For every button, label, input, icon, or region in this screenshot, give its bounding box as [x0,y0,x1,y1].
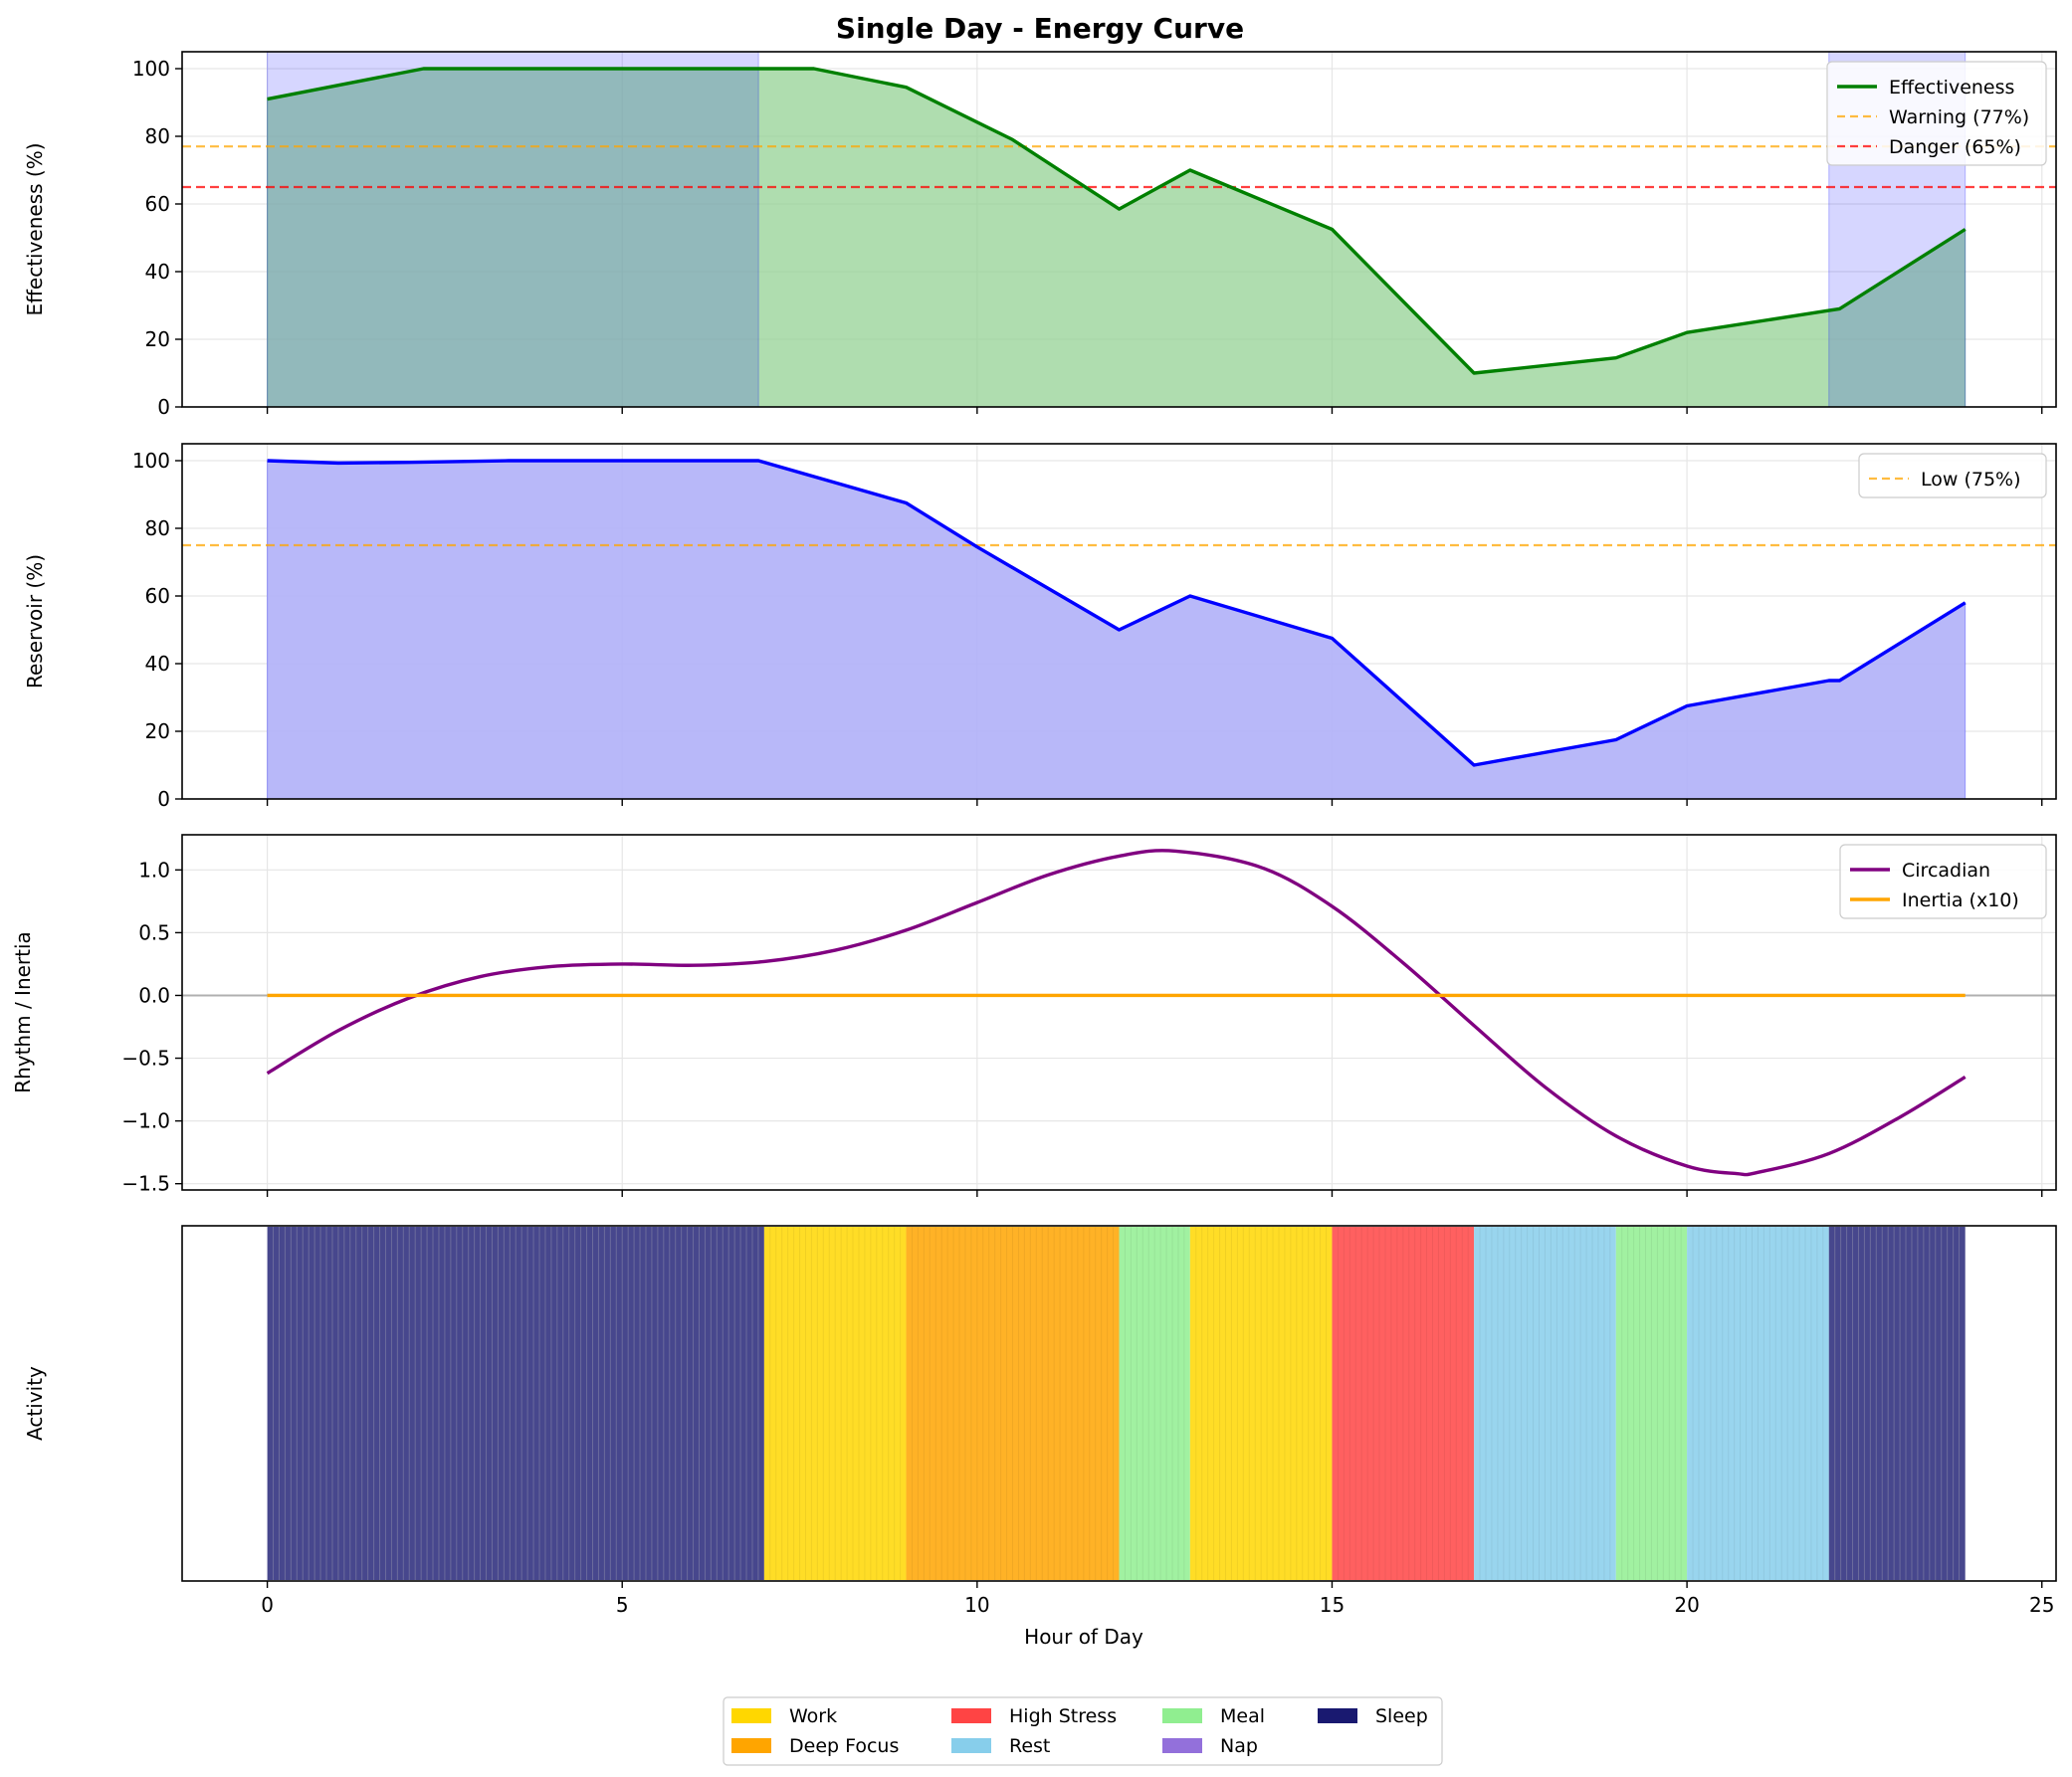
activity-stripes [1337,1227,1469,1580]
x-tick-label: 25 [2029,1593,2054,1617]
activity-legend-label: Work [789,1705,837,1727]
y-tick-label: 60 [145,584,170,608]
plot-area-rhythm [182,849,2056,1177]
series-line-effectiveness [267,67,1967,375]
activity-legend-label: Nap [1220,1735,1258,1757]
y-tick-label: −1.0 [121,1109,170,1133]
legend-rhythm: Circadian Inertia (x10) [1839,844,2047,919]
legend-reservoir: Low (75%) [1858,453,2047,498]
activity-stripes [1834,1227,1961,1580]
chart-title: Single Day - Energy Curve [836,12,1244,45]
activity-bar-work [1189,1227,1333,1580]
y-tick-label: 80 [145,124,170,148]
legend-label: Warning (77%) [1889,106,2029,128]
legend-box [1858,453,2047,498]
y-tick-label: −0.5 [121,1047,170,1071]
x-tick-label: 0 [261,1593,274,1617]
activity-stripes [1124,1227,1185,1580]
activity-legend: Work Deep Focus High Stress Rest Meal Nap Slee… [723,1696,1443,1766]
activity-legend-label: Rest [1009,1735,1050,1757]
legend-box [1826,61,2047,166]
sleep-shading [267,52,759,407]
activity-legend-label: Meal [1220,1705,1265,1727]
activity-bar-rest [1687,1227,1829,1580]
y-axis-label-rhythm: Rhythm / Inertia [11,931,35,1093]
y-axis-label-effectiveness: Effectiveness (%) [23,142,47,315]
activity-legend-swatch [951,1738,991,1753]
x-tick-label: 15 [1320,1593,1345,1617]
activity-bar-high-stress [1332,1227,1475,1580]
y-axis-label-activity: Activity [23,1366,47,1441]
y-tick-label: 80 [145,516,170,540]
y-tick-label: 1.0 [138,858,170,882]
activity-legend-label: High Stress [1009,1705,1117,1727]
y-tick-label: 40 [145,260,170,284]
y-axis-label-reservoir: Reservoir (%) [23,554,47,689]
series-line-circadian [266,849,1967,1177]
x-tick-label: 20 [1674,1593,1699,1617]
legend-label: Low (75%) [1921,469,2021,491]
activity-legend-swatch [1162,1708,1202,1723]
activity-bar-deep-focus [906,1227,1120,1580]
activity-legend-label: Sleep [1375,1705,1428,1727]
activity-legend-swatch [1162,1738,1202,1753]
y-tick-label: 0.0 [138,983,170,1007]
axes-frame [181,1225,2057,1582]
activity-legend-swatch [951,1708,991,1723]
activity-legend-swatch [731,1738,771,1753]
activity-stripes [911,1227,1115,1580]
activity-stripes [1479,1227,1611,1580]
x-tick-label: 10 [964,1593,989,1617]
activity-bar-work [763,1227,907,1580]
activity-bar-rest [1474,1227,1616,1580]
activity-legend-label: Deep Focus [789,1735,899,1757]
y-tick-label: 0 [157,395,170,419]
activity-bar-meal [1119,1227,1190,1580]
axes-frame [181,443,2057,800]
legend-label: Inertia (x10) [1902,889,2019,911]
y-tick-label: −1.5 [121,1172,170,1196]
y-tick-label: 40 [145,652,170,676]
plot-area-activity [267,1227,1966,1580]
y-tick-label: 100 [132,57,170,81]
activity-stripes [1621,1227,1682,1580]
activity-stripes [769,1227,902,1580]
legend-label: Effectiveness [1889,77,2014,99]
x-axis-label: Hour of Day [1024,1625,1143,1649]
activity-stripes [1692,1227,1824,1580]
panel-activity: 0 5 10 15 20 25 Activity [23,1225,2057,1617]
series-line-reservoir [267,459,1967,767]
legend-effectiveness: Effectiveness Warning (77%) Danger (65%) [1826,61,2047,166]
y-tick-label: 0.5 [138,920,170,944]
panel-effectiveness: 0 20 40 60 80 100 Effectiveness (%) Effectivene… [23,51,2057,419]
plot-area-effectiveness [182,52,2056,407]
activity-bar-meal [1615,1227,1688,1580]
axes-frame [181,51,2057,408]
legend-box [1839,844,2047,919]
y-tick-label: 20 [145,327,170,351]
activity-stripes [273,1227,759,1580]
activity-legend-box [723,1696,1443,1766]
y-tick-label: 20 [145,719,170,743]
activity-legend-swatch [1318,1708,1357,1723]
x-tick-label: 5 [616,1593,629,1617]
activity-bar-sleep [1828,1227,1966,1580]
axes-frame [181,834,2057,1191]
y-tick-label: 0 [157,787,170,811]
y-tick-label: 60 [145,192,170,216]
plot-area-reservoir [182,459,2056,799]
activity-stripes [1195,1227,1328,1580]
legend-label: Danger (65%) [1889,136,2021,158]
y-tick-label: 100 [132,449,170,473]
panel-reservoir: 0 20 40 60 80 100 Reservoir (%) Low (75%) [23,443,2057,811]
activity-legend-swatch [731,1708,771,1723]
panel-rhythm: −1.5 −1.0 −0.5 0.0 0.5 1.0 Rhythm / Inertia Cir… [11,834,2057,1197]
legend-label: Circadian [1902,860,1990,882]
